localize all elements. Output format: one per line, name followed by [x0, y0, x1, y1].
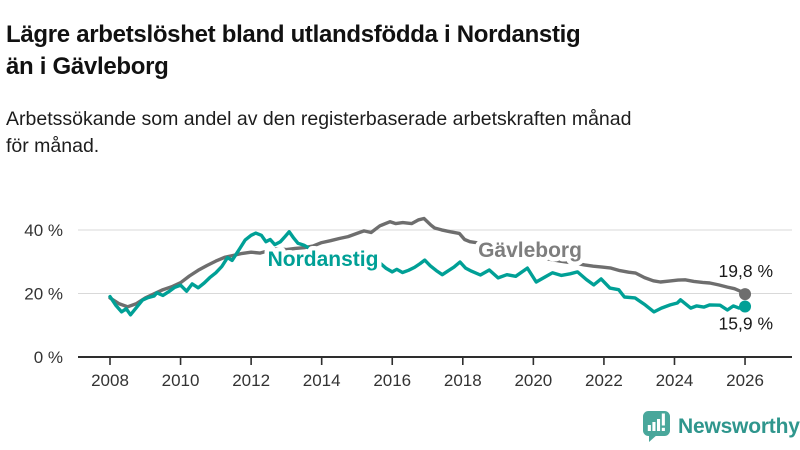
logo-bubble-tail — [649, 434, 658, 442]
unemployment-line-chart: 2008 2010 2012 2014 2016 2018 2020 2022 2024 2026… — [24, 216, 792, 390]
x-tick-label-2022: 2022 — [585, 371, 623, 390]
x-tick-label-2018: 2018 — [444, 371, 482, 390]
x-tick-label-2020: 2020 — [514, 371, 552, 390]
subtitle-line-1: Arbetssökande som andel av den registerb… — [6, 108, 632, 130]
logo-bar-2 — [652, 422, 656, 431]
logo-bubble — [643, 411, 670, 436]
end-dot-nordanstig — [739, 300, 752, 313]
y-tick-label-0: 0 % — [34, 348, 63, 367]
x-tick-label-2008: 2008 — [91, 371, 129, 390]
x-tick-label-2016: 2016 — [373, 371, 411, 390]
subtitle-line-2: för månad. — [6, 135, 100, 157]
x-tick-label-2026: 2026 — [726, 371, 764, 390]
x-tick-label-2012: 2012 — [232, 371, 270, 390]
newsworthy-logo: Newsworthy — [642, 410, 800, 443]
series-line-gävleborg — [108, 216, 747, 309]
chart-subtitle: Arbetssökande som andel av den registerb… — [6, 106, 786, 160]
series-label-gävleborg: Gävleborg — [478, 239, 582, 262]
logo-bar-1 — [647, 425, 651, 431]
x-tick-label-2024: 2024 — [656, 371, 694, 390]
end-value-label-nordanstig: 15,9 % — [719, 313, 773, 333]
newsworthy-speech-bubble-barchart-icon — [643, 411, 670, 442]
logo-bar-3 — [657, 419, 661, 431]
end-dot-gävleborg — [739, 288, 752, 301]
title-line-2: än i Gävleborg — [6, 53, 169, 81]
end-value-label-gävleborg: 19,8 % — [719, 261, 773, 281]
x-tick-label-2014: 2014 — [303, 371, 341, 390]
page-title: Lägre arbetslöshet bland utlandsfödda i … — [6, 19, 786, 83]
logo-exclamation-bar — [661, 413, 665, 426]
logo-exclamation-dot — [661, 427, 665, 431]
series-line-nordanstig — [108, 230, 747, 317]
newsworthy-wordmark: Newsworthy — [678, 414, 800, 438]
y-tick-label-20: 20 % — [24, 284, 63, 303]
series-label-nordanstig: Nordanstig — [268, 248, 379, 271]
y-tick-label-40: 40 % — [24, 221, 63, 240]
x-tick-label-2010: 2010 — [162, 371, 200, 390]
title-line-1: Lägre arbetslöshet bland utlandsfödda i … — [6, 21, 581, 49]
